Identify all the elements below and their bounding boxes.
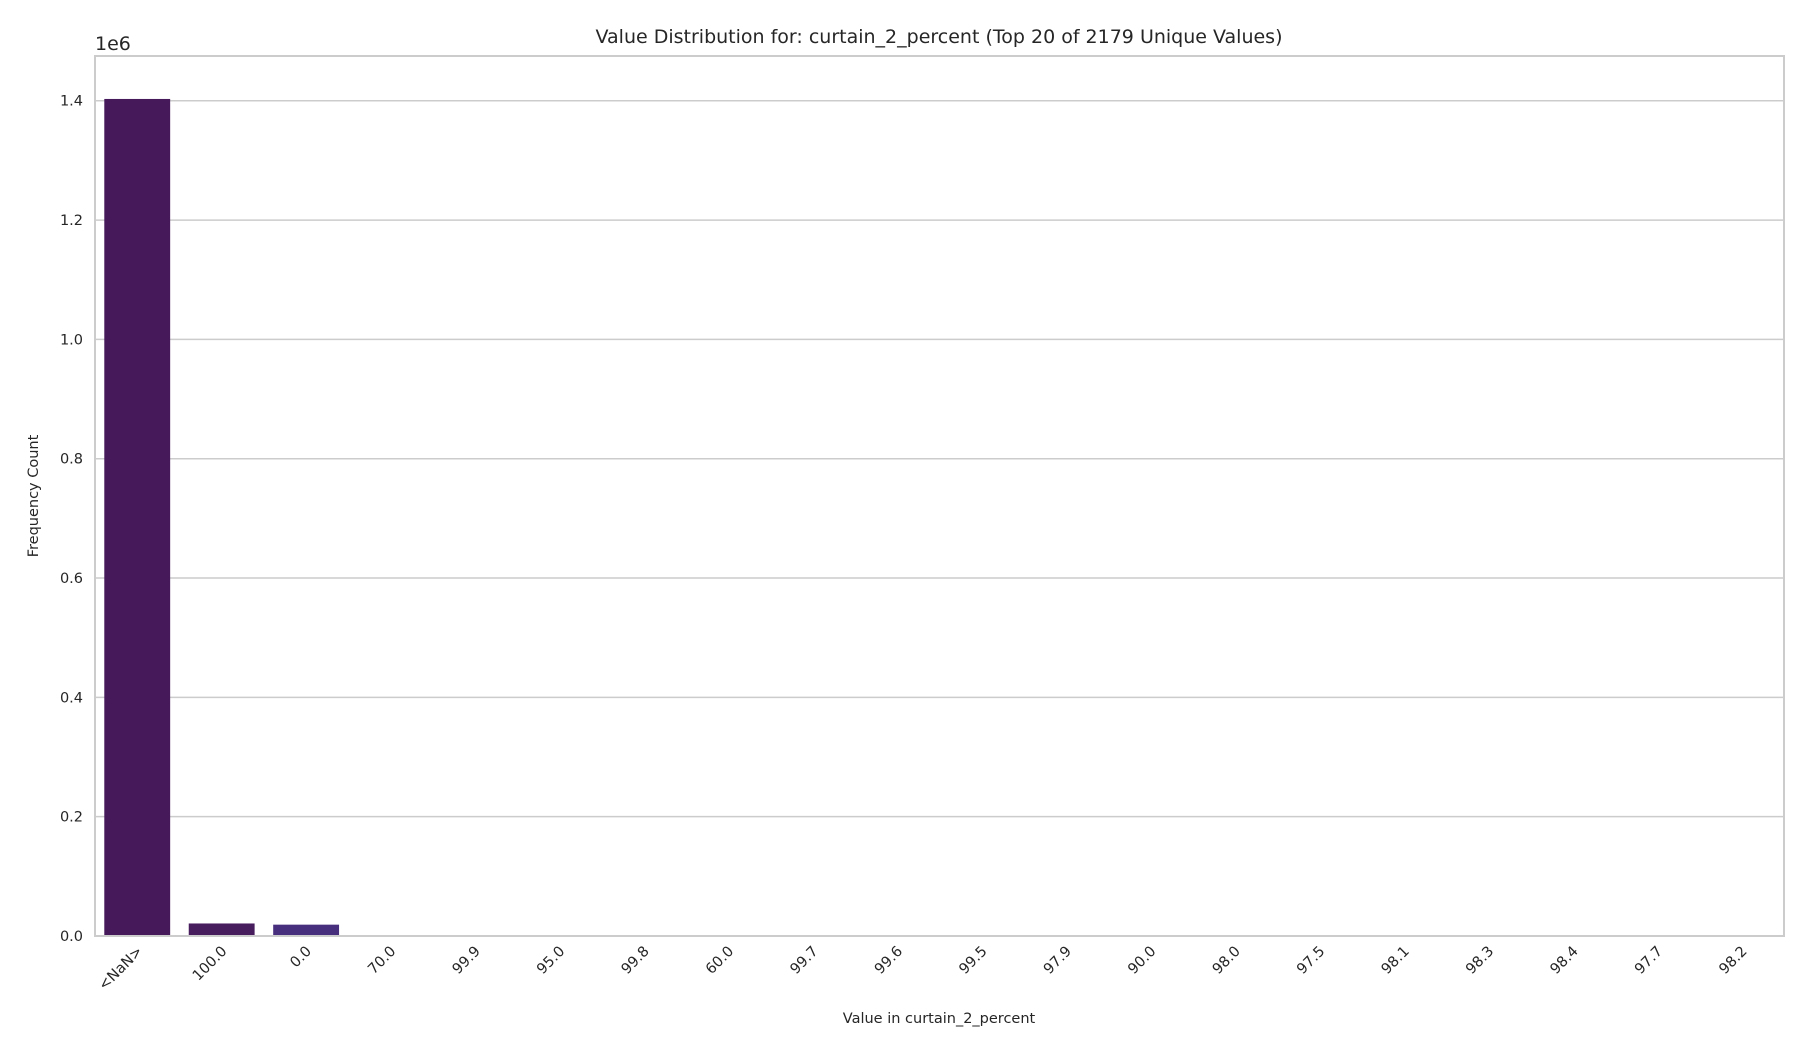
chart-title: Value Distribution for: curtain_2_percen…	[596, 26, 1283, 48]
x-tick-label: 99.6	[872, 944, 906, 978]
x-tick-label: 98.4	[1548, 944, 1582, 978]
x-axis-label: Value in curtain_2_percent	[843, 1011, 1036, 1027]
bar	[188, 923, 255, 936]
bar	[273, 924, 340, 936]
bar	[104, 98, 171, 936]
y-tick-label: 0.2	[60, 810, 83, 826]
x-tick-label: <NaN>	[96, 944, 146, 994]
y-tick-labels: 0.0 0.2 0.4 0.6 0.8 1.0 1.2 1.4	[60, 94, 83, 945]
x-tick-label: 99.8	[619, 944, 653, 978]
bars	[104, 98, 1775, 937]
x-tick-label: 97.9	[1041, 944, 1075, 978]
x-tick-label: 98.2	[1716, 944, 1750, 978]
x-tick-label: 70.0	[365, 944, 399, 978]
x-tick-label: 97.5	[1294, 944, 1328, 978]
x-tick-label: 98.1	[1379, 944, 1413, 978]
x-tick-label: 99.5	[956, 944, 990, 978]
x-tick-label: 95.0	[534, 944, 568, 978]
x-tick-label: 99.7	[788, 944, 822, 978]
x-tick-label: 97.7	[1632, 944, 1666, 978]
x-tick-label: 98.0	[1210, 944, 1244, 978]
y-tick-label: 0.6	[60, 571, 83, 587]
y-axis-offset-label: 1e6	[95, 33, 131, 55]
x-tick-label: 0.0	[287, 944, 315, 972]
x-tick-label: 99.9	[450, 944, 484, 978]
plot-frame	[94, 55, 1785, 937]
y-tick-label: 0.4	[60, 690, 83, 706]
x-tick-label: 90.0	[1125, 944, 1159, 978]
x-tick-label: 100.0	[190, 944, 231, 985]
y-tick-label: 0.0	[60, 929, 83, 945]
y-tick-label: 1.2	[60, 213, 83, 229]
x-tick-labels: <NaN> 100.0 0.0 70.0 99.9 95.0 99.8 60.0 99.7 99.…	[96, 944, 1751, 994]
y-tick-label: 1.0	[60, 332, 83, 348]
y-axis-label: Frequency Count	[26, 434, 42, 557]
x-tick-label: 60.0	[703, 944, 737, 978]
y-tick-label: 1.4	[60, 94, 83, 110]
y-tick-label: 0.8	[60, 452, 83, 468]
x-tick-label: 98.3	[1463, 944, 1497, 978]
gridlines	[95, 99, 1784, 818]
